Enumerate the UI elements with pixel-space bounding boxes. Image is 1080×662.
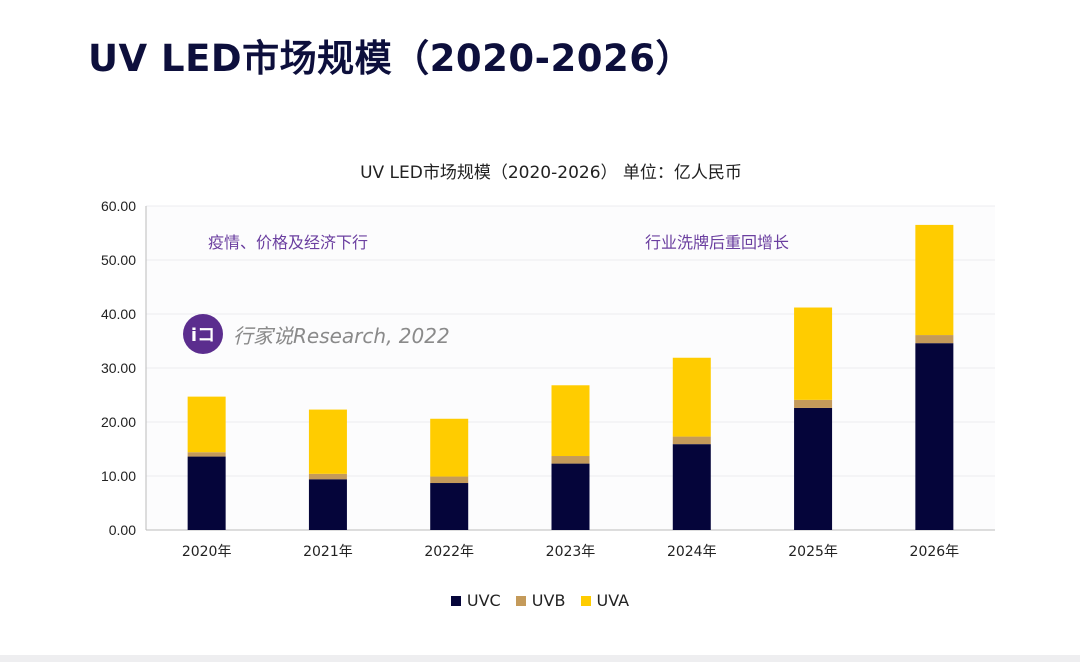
bar-uva-2024年: [672, 357, 711, 437]
y-tick-label: 60.00: [101, 198, 136, 214]
bar-uva-2025年: [794, 307, 833, 400]
bar-uvc-2020年: [187, 456, 226, 530]
bar-uvc-2026年: [915, 343, 954, 530]
annotation-decline: 疫情、价格及经济下行: [208, 233, 369, 252]
bar-uva-2022年: [430, 418, 469, 477]
bar-uva-2023年: [551, 385, 590, 457]
x-tick-label: 2025年: [788, 544, 838, 560]
bottom-strip: [0, 655, 1080, 662]
bar-uvc-2023年: [551, 463, 590, 530]
y-tick-label: 20.00: [101, 414, 136, 430]
legend-label: UVB: [531, 591, 566, 610]
bar-uvb-2025年: [794, 399, 833, 408]
x-tick-label: 2023年: [546, 544, 596, 560]
bar-uvc-2021年: [308, 479, 347, 530]
annotation-growth: 行业洗牌后重回增长: [645, 233, 790, 252]
bar-uva-2026年: [915, 224, 954, 336]
bar-uva-2020年: [187, 396, 226, 453]
bar-uvb-2022年: [430, 476, 469, 484]
legend-item-uvb: UVB: [515, 591, 566, 610]
legend: UVC UVB UVA: [0, 591, 1080, 610]
y-tick-label: 40.00: [101, 306, 136, 322]
x-tick-label: 2024年: [667, 544, 717, 560]
x-tick-label: 2022年: [424, 544, 474, 560]
legend-label: UVC: [466, 591, 501, 610]
y-tick-label: 50.00: [101, 252, 136, 268]
bar-uvb-2023年: [551, 456, 590, 464]
legend-item-uva: UVA: [580, 591, 630, 610]
bar-uvb-2021年: [308, 473, 347, 480]
y-tick-label: 0.00: [109, 522, 136, 538]
watermark-text: 行家说Research, 2022: [233, 323, 450, 348]
legend-swatch: [580, 596, 591, 606]
x-tick-label: 2026年: [910, 544, 960, 560]
bar-uvc-2022年: [430, 483, 469, 530]
legend-label: UVA: [596, 591, 630, 610]
page-title: UV LED市场规模（2020-2026）: [88, 37, 693, 80]
bar-uvc-2025年: [794, 407, 833, 530]
legend-swatch: [450, 596, 461, 606]
bar-uvb-2026年: [915, 335, 954, 344]
brand-logo-icon: iコ: [183, 314, 223, 354]
y-tick-label: 10.00: [101, 468, 136, 484]
chart-title: UV LED市场规模（2020-2026） 单位：亿人民币: [360, 163, 742, 183]
watermark: iコ 行家说Research, 2022: [183, 314, 450, 354]
y-tick-label: 30.00: [101, 360, 136, 376]
bar-uvb-2020年: [187, 452, 226, 457]
bar-uva-2021年: [308, 409, 347, 474]
x-tick-label: 2020年: [182, 544, 232, 560]
legend-swatch: [515, 596, 526, 606]
x-tick-label: 2021年: [303, 544, 353, 560]
legend-item-uvc: UVC: [450, 591, 501, 610]
bar-uvc-2024年: [672, 444, 711, 530]
bar-uvb-2024年: [672, 436, 711, 445]
